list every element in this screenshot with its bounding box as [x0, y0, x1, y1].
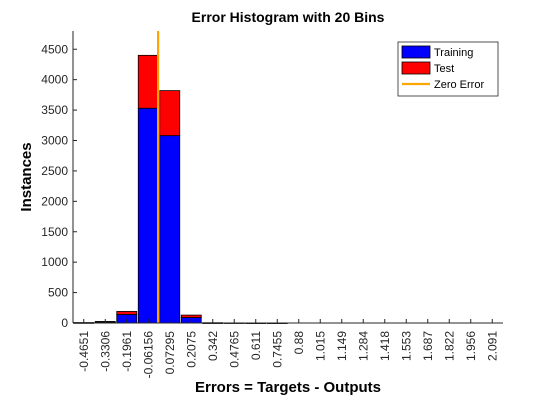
bars-layer [73, 54, 288, 324]
x-tick-label-14: 1.418 [378, 331, 392, 361]
chart-title: Error Histogram with 20 Bins [192, 9, 385, 25]
x-tick-label-15: 1.553 [399, 331, 413, 361]
x-tick-label-3: -0.06156 [141, 331, 155, 379]
y-axis-ticks: 0 500 1000 1500 2000 2500 3000 3500 4000 4500 [41, 42, 77, 330]
legend-label-training: Training [434, 47, 473, 59]
legend-label-test: Test [434, 63, 454, 75]
y-axis-label: Instances [18, 142, 35, 211]
bar-training-4 [159, 135, 181, 324]
x-tick-label-7: 0.4765 [227, 331, 241, 368]
x-tick-label-8: 0.611 [249, 331, 263, 360]
x-tick-label-5: 0.2075 [184, 331, 198, 368]
y-tick-label-0: 0 [61, 316, 68, 330]
y-tick-label-500: 500 [48, 286, 68, 300]
x-tick-label-17: 1.822 [442, 331, 456, 361]
y-tick-label-1500: 1500 [41, 225, 68, 239]
y-tick-label-4500: 4500 [41, 42, 68, 56]
bar-training-3 [137, 107, 159, 324]
legend-label-zero-error: Zero Error [434, 79, 484, 91]
legend-swatch-training [401, 45, 431, 59]
bar-test-3 [137, 54, 159, 109]
x-tick-label-11: 1.015 [313, 331, 327, 361]
x-tick-label-19: 2.091 [485, 331, 499, 361]
y-tick-label-3500: 3500 [41, 103, 68, 117]
x-tick-label-13: 1.284 [356, 331, 370, 361]
y-tick-label-4000: 4000 [41, 73, 68, 87]
y-tick-label-2500: 2500 [41, 164, 68, 178]
x-tick-label-0: -0.4651 [77, 331, 91, 372]
x-tick-label-18: 1.956 [464, 331, 478, 361]
legend: Training Test Zero Error [397, 41, 499, 97]
x-tick-label-4: 0.07295 [163, 331, 177, 375]
x-tick-label-10: 0.88 [292, 331, 306, 355]
x-axis-label: Errors = Targets - Outputs [195, 379, 381, 396]
legend-swatch-test [401, 61, 431, 75]
x-tick-label-9: 0.7455 [270, 331, 284, 368]
y-tick-label-1000: 1000 [41, 255, 68, 269]
x-tick-label-12: 1.149 [335, 331, 349, 361]
bar-test-5 [180, 314, 202, 318]
bar-test-2 [116, 311, 138, 315]
x-tick-label-6: 0.342 [206, 331, 220, 361]
x-tick-label-1: -0.3306 [98, 331, 112, 372]
x-axis-ticks: -0.4651 -0.3306 -0.1961 -0.06156 0.07295 0.20… [77, 319, 499, 379]
y-tick-label-3000: 3000 [41, 134, 68, 148]
x-tick-label-2: -0.1961 [120, 331, 134, 372]
bar-test-4 [159, 90, 181, 137]
x-tick-label-16: 1.687 [421, 331, 435, 361]
y-tick-label-2000: 2000 [41, 194, 68, 208]
